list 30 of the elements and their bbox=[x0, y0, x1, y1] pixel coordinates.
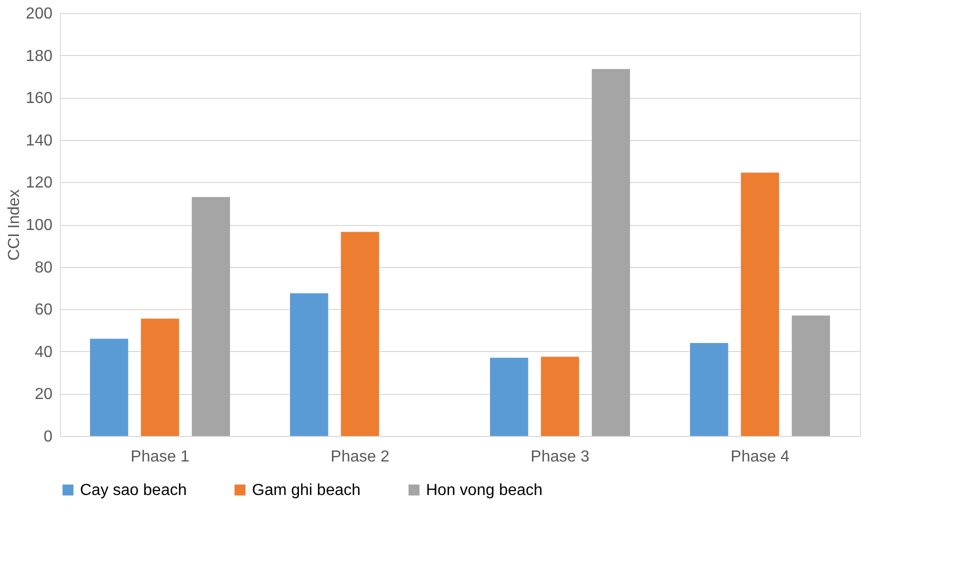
x-tick-label: Phase 1 bbox=[130, 448, 190, 466]
y-axis-title: CCI Index bbox=[6, 189, 23, 261]
x-tick-label: Phase 3 bbox=[530, 448, 590, 466]
bar bbox=[490, 358, 528, 436]
bar bbox=[290, 293, 328, 436]
bar bbox=[90, 338, 128, 436]
bar bbox=[740, 172, 780, 436]
bar bbox=[340, 232, 380, 436]
bar bbox=[192, 197, 230, 436]
legend-label: Gam ghi beach bbox=[252, 482, 361, 499]
y-tick-label: 80 bbox=[34, 259, 53, 276]
x-tick-label: Phase 4 bbox=[730, 448, 790, 466]
y-tick-label: 20 bbox=[34, 386, 53, 404]
legend-label: Cay sao beach bbox=[80, 482, 187, 499]
y-tick-label: 120 bbox=[26, 174, 53, 192]
y-tick-label: 0 bbox=[44, 428, 53, 446]
bar bbox=[140, 318, 180, 436]
bar bbox=[690, 342, 728, 436]
y-tick-label: 60 bbox=[34, 302, 53, 319]
y-tick-label: 180 bbox=[26, 48, 53, 65]
bar bbox=[540, 356, 580, 436]
y-tick-label: 100 bbox=[26, 217, 53, 234]
bar bbox=[592, 69, 630, 436]
x-tick-label: Phase 2 bbox=[330, 448, 390, 466]
bar bbox=[792, 315, 830, 436]
y-tick-label: 200 bbox=[26, 6, 53, 22]
legend-label: Hon vong beach bbox=[426, 482, 543, 499]
y-tick-label: 140 bbox=[26, 132, 53, 150]
y-tick-label: 40 bbox=[34, 344, 53, 361]
y-tick-label: 160 bbox=[26, 90, 53, 108]
